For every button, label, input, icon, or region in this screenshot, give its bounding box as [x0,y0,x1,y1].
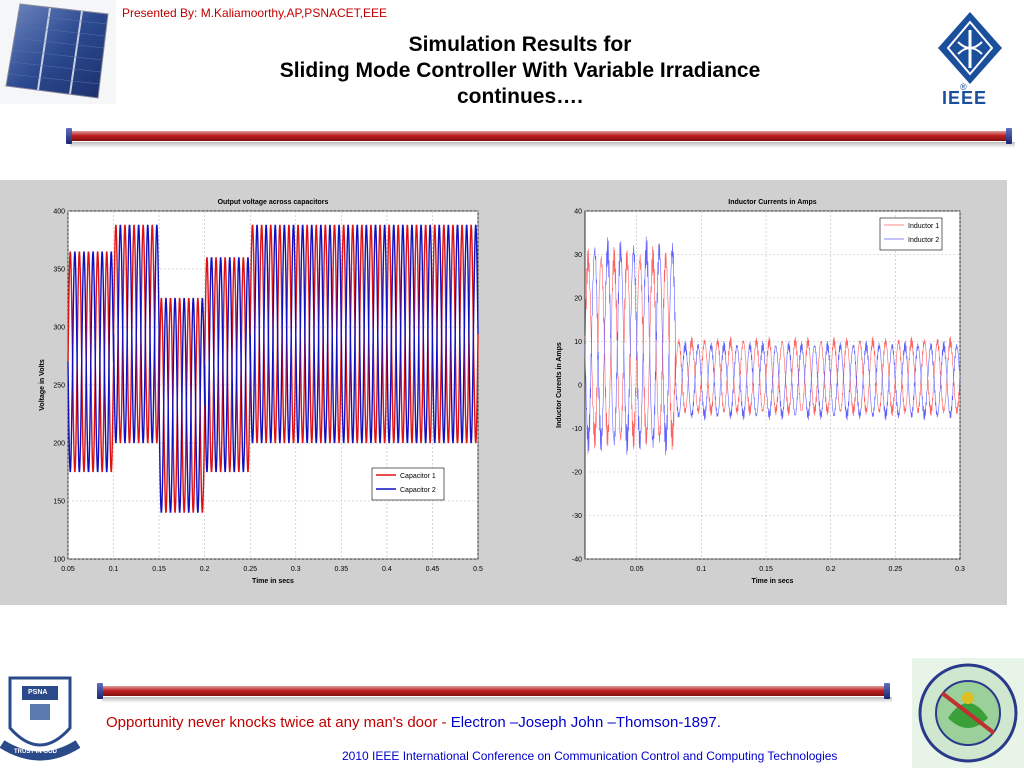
series-line [584,246,961,451]
series-line [584,236,961,456]
y-tick-label: 150 [53,499,65,506]
y-axis-label: Voltage in Volts [39,359,46,411]
x-tick-label: 0.2 [200,566,210,573]
y-tick-label: 30 [574,252,582,259]
legend-label: Inductor 2 [908,237,939,244]
voltage-chart: 0.05 0.1 0.15 0.2 0.25 0.3 0.35 0.4 0.45 0.5 100 15… [39,199,483,585]
y-tick-label: 400 [53,209,65,216]
x-tick-label: 0.4 [382,566,392,573]
y-tick-label: 20 [574,296,582,303]
x-tick-label: 0.3 [291,566,301,573]
presenter-credit: Presented By: M.Kaliamoorthy,AP,PSNACET,… [122,6,388,20]
series-line [67,224,479,513]
y-tick-label: 300 [53,325,65,332]
title-line-1: Simulation Results for [408,33,632,56]
ieee-registered-mark: ® [960,82,967,92]
legend: Inductor 1 Inductor 2 [879,217,943,251]
x-tick-label: 0.25 [243,566,257,573]
y-tick-label: -40 [572,557,582,564]
y-tick-label: -10 [572,426,582,433]
chart-title: Output voltage across capacitors [218,199,329,206]
y-tick-label: 100 [53,557,65,564]
x-tick-label: 0.3 [955,566,965,573]
x-tick-label: 0.05 [61,566,75,573]
y-tick-label: 10 [574,339,582,346]
y-tick-label: -20 [572,470,582,477]
x-tick-label: 0.05 [630,566,644,573]
quote-text: Opportunity never knocks twice at any ma… [106,714,438,731]
y-tick-label: -30 [572,513,582,520]
quote-separator: - [441,714,447,731]
x-axis-label: Time in secs [752,578,794,585]
y-tick-label: 200 [53,441,65,448]
legend-label: Inductor 1 [908,223,939,230]
y-tick-label: 0 [578,383,582,390]
x-tick-label: 0.45 [426,566,440,573]
ieee-diamond-icon [938,12,1002,84]
x-tick-label: 0.2 [826,566,836,573]
x-tick-label: 0.25 [889,566,903,573]
x-tick-label: 0.35 [335,566,349,573]
x-tick-label: 0.1 [109,566,119,573]
x-tick-label: 0.1 [697,566,707,573]
legend-label: Capacitor 1 [400,473,436,480]
x-tick-label: 0.5 [473,566,483,573]
y-tick-label: 40 [574,209,582,216]
chart-title: Inductor Currents in Amps [728,199,817,206]
psna-motto: TRUST IN GOD [14,749,57,755]
x-tick-label: 0.15 [759,566,773,573]
legend: Capacitor 1 Capacitor 2 [371,467,445,501]
quote: Opportunity never knocks twice at any ma… [106,714,721,731]
x-tick-label: 0.15 [152,566,166,573]
quote-author: Electron –Joseph John –Thomson-1897. [450,714,721,731]
psna-logo: PSNA TRUST IN GOD [0,670,81,768]
y-tick-label: 350 [53,267,65,274]
ieee-logo: ® IEEE [930,8,1010,108]
ieee-text: IEEE [942,88,988,108]
y-axis-label: Inductor Curents in Amps [556,342,563,428]
chart-panel: 0.05 0.1 0.15 0.2 0.25 0.3 0.35 0.4 0.45 0.5 100 15… [0,180,1007,605]
college-seal-logo [912,658,1024,768]
legend-box [371,467,445,501]
legend-label: Capacitor 2 [400,487,436,494]
title-line-3: continues…. [456,85,583,108]
current-chart: 0.05 0.1 0.15 0.2 0.25 0.3 -40 -30 -20 -10 0 10 20 30… [556,199,965,585]
slide-title: Simulation Results for Sliding Mode Cont… [190,32,850,110]
psna-logo-text: PSNA [28,689,48,696]
solar-panel-image [0,0,116,104]
legend-box [879,217,943,251]
y-tick-label: 250 [53,383,65,390]
x-axis-label: Time in secs [252,578,294,585]
title-line-2: Sliding Mode Controller With Variable Ir… [279,59,761,82]
conference-footer: 2010 IEEE International Conference on Co… [342,749,838,763]
